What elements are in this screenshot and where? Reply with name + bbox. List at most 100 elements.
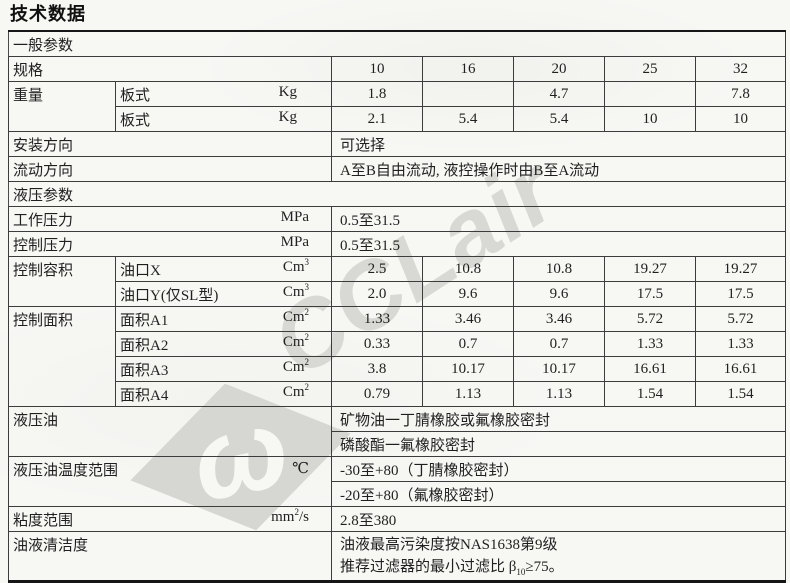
weight-value: 5.4 <box>422 106 514 132</box>
volume-value: 2.0 <box>331 281 423 307</box>
spec-value: 20 <box>513 56 605 82</box>
area-value: 5.72 <box>694 306 787 332</box>
unit-label: Kg <box>278 83 297 100</box>
sub-label: 油口X <box>120 262 161 279</box>
cleanliness-line2: 推荐过滤器的最小过滤比 β10≥75。 <box>340 559 564 577</box>
table-row: 液压参数 <box>8 181 786 207</box>
row-label-viscosity: 粘度范围 mm2/s <box>8 506 332 532</box>
sub-label-cell: 油口Y(仅SL型) Cm3 <box>115 281 332 307</box>
row-label-cleanliness: 油液清洁度 <box>8 531 332 582</box>
weight-value: 4.7 <box>513 81 605 107</box>
sub-label: 板式 <box>120 112 151 129</box>
sub-label-cell: 油口X Cm3 <box>115 256 332 282</box>
area-value: 0.79 <box>331 381 423 407</box>
volume-value: 19.27 <box>694 256 787 282</box>
table-row: 安装方向 可选择 <box>8 131 787 157</box>
section-header-general: 一般参数 <box>8 30 786 57</box>
unit-label: mm2/s <box>271 506 309 525</box>
table-row: 控制面积 面积A1 Cm2 1.33 3.46 3.46 5.72 5.72 <box>8 306 787 407</box>
table-row: 粘度范围 mm2/s 2.8至380 <box>8 506 787 532</box>
unit-label: MPa <box>280 233 309 250</box>
control-pressure-value: 0.5至31.5 <box>330 231 787 257</box>
spec-value: 25 <box>604 56 696 82</box>
table-row: 板式 Kg 2.1 5.4 5.4 10 10 <box>9 106 787 132</box>
row-group-label-control-area: 控制面积 <box>8 306 116 407</box>
row-group-label-fluid: 液压油 <box>8 406 332 457</box>
area-value: 3.46 <box>513 306 605 332</box>
technical-data-table: 一般参数 规格 10 16 20 25 32 重量 板式 Kg 1.8 4.7 … <box>8 30 787 583</box>
area-value: 10.17 <box>422 356 514 382</box>
cleanliness-line1: 油液最高污染度按NAS1638第9级 <box>340 537 558 553</box>
weight-value: 7.8 <box>694 81 787 107</box>
weight-value: 10 <box>604 106 696 132</box>
temp-range-line: -30至+80（丁腈橡胶密封） <box>330 456 787 482</box>
table-row: 控制压力 MPa 0.5至31.5 <box>8 231 787 257</box>
area-value: 16.61 <box>604 356 696 382</box>
area-value: 3.46 <box>422 306 514 332</box>
sub-label: 面积A4 <box>120 387 169 404</box>
table-row: 面积A3 Cm2 3.8 10.17 10.17 16.61 16.61 <box>9 356 787 382</box>
table-row: 液压油温度范围 ℃ -30至+80（丁腈橡胶密封） <box>8 456 787 507</box>
row-group-label-control-volume: 控制容积 <box>8 256 116 307</box>
area-value: 3.8 <box>331 356 423 382</box>
row-group-label-weight: 重量 <box>8 81 116 132</box>
sub-label-cell: 面积A2 Cm2 <box>115 331 332 357</box>
area-value: 10.17 <box>513 356 605 382</box>
table-row: 一般参数 <box>8 30 786 57</box>
temp-range-line: -20至+80（氟橡胶密封） <box>330 481 787 507</box>
area-value: 1.33 <box>604 331 696 357</box>
fluid-line: 矿物油一丁腈橡胶或氟橡胶密封 <box>330 406 787 432</box>
area-value: 0.33 <box>331 331 423 357</box>
table-row: 磷酸酯一氟橡胶密封 <box>9 431 787 457</box>
table-row: 控制容积 油口X Cm3 2.5 10.8 10.8 19.27 19.27 <box>8 256 787 307</box>
area-value: 1.13 <box>422 381 514 407</box>
sub-label-cell: 面积A4 Cm2 <box>115 381 332 407</box>
sub-label: 面积A3 <box>120 362 169 379</box>
unit-label: ℃ <box>292 461 309 477</box>
fluid-line: 磷酸酯一氟橡胶密封 <box>330 431 787 457</box>
table-row: 油口Y(仅SL型) Cm3 2.0 9.6 9.6 17.5 17.5 <box>9 281 787 307</box>
area-value: 1.13 <box>513 381 605 407</box>
sub-label-cell: 板式 Kg <box>115 81 332 107</box>
weight-value: 5.4 <box>513 106 605 132</box>
weight-value <box>604 81 696 107</box>
cleanliness-value: 油液最高污染度按NAS1638第9级 推荐过滤器的最小过滤比 β10≥75。 <box>330 531 787 582</box>
area-value: 1.33 <box>331 306 423 332</box>
volume-value: 2.5 <box>331 256 423 282</box>
unit-label: Cm2 <box>282 306 309 325</box>
area-value: 1.54 <box>604 381 696 407</box>
volume-value: 17.5 <box>604 281 696 307</box>
spec-value: 32 <box>694 56 787 82</box>
volume-value: 10.8 <box>513 256 605 282</box>
page-title: 技术数据 <box>10 4 86 24</box>
table-row: 流动方向 A至B自由流动, 液控操作时由B至A流动 <box>8 156 787 182</box>
weight-value: 2.1 <box>331 106 423 132</box>
working-pressure-value: 0.5至31.5 <box>330 206 787 232</box>
mounting-value: 可选择 <box>330 131 787 157</box>
volume-value: 9.6 <box>513 281 605 307</box>
sub-label-cell: 板式 Kg <box>115 106 332 132</box>
viscosity-value: 2.8至380 <box>330 506 787 532</box>
sub-label: 面积A2 <box>120 337 169 354</box>
spec-value: 10 <box>331 56 423 82</box>
weight-value: 10 <box>694 106 787 132</box>
weight-value <box>422 81 514 107</box>
unit-label: Cm2 <box>282 381 309 400</box>
sub-label-cell: 面积A3 Cm2 <box>115 356 332 382</box>
table-row: 重量 板式 Kg 1.8 4.7 7.8 <box>8 81 787 132</box>
unit-label: Cm2 <box>282 356 309 375</box>
volume-value: 10.8 <box>422 256 514 282</box>
row-label-flow: 流动方向 <box>8 156 332 182</box>
unit-label: MPa <box>280 208 309 225</box>
section-header-hydraulic: 液压参数 <box>8 181 786 207</box>
weight-value: 1.8 <box>331 81 423 107</box>
table-row: 工作压力 MPa 0.5至31.5 <box>8 206 787 232</box>
table-row: 液压油 矿物油一丁腈橡胶或氟橡胶密封 <box>8 406 787 457</box>
unit-label: Cm3 <box>282 256 309 275</box>
area-value: 0.7 <box>513 331 605 357</box>
volume-value: 17.5 <box>694 281 787 307</box>
row-label-spec: 规格 <box>8 56 332 82</box>
area-value: 16.61 <box>694 356 787 382</box>
row-label-control-pressure: 控制压力 MPa <box>8 231 332 257</box>
